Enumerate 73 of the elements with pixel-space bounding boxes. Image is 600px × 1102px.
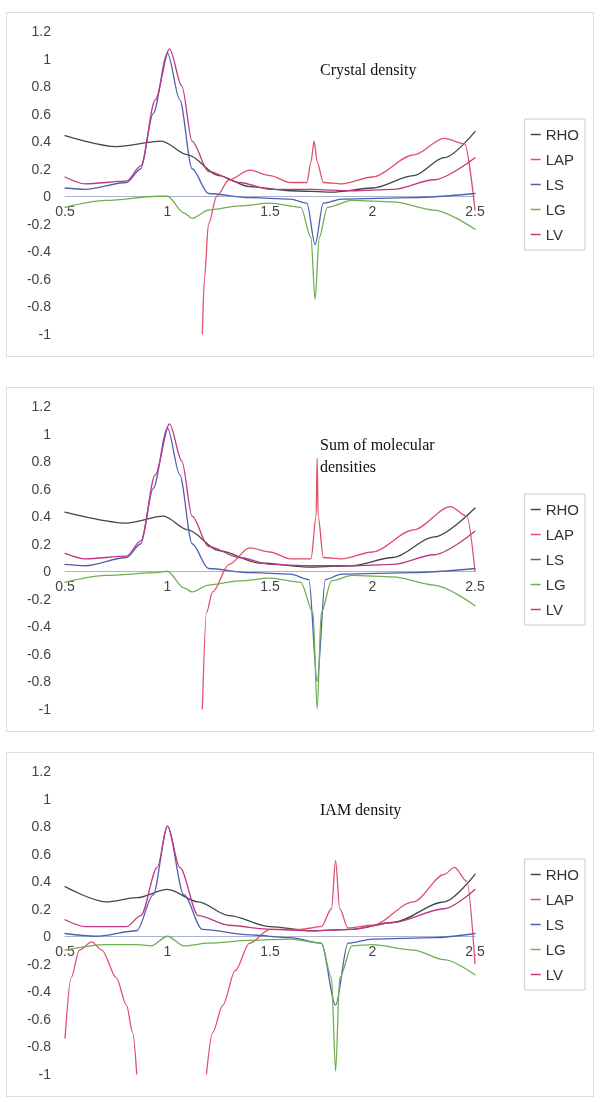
y-tick-label: -1 xyxy=(38,1066,52,1082)
y-tick-label: -0.2 xyxy=(26,955,52,972)
x-tick-label: 1 xyxy=(163,203,172,220)
y-tick-label: -0.2 xyxy=(26,215,52,232)
y-tick-label: 0.8 xyxy=(31,453,52,470)
y-tick-label: 0 xyxy=(43,928,52,945)
y-tick-label: 0 xyxy=(43,188,52,205)
y-tick-label: -0.2 xyxy=(26,590,52,607)
y-tick-label: 0.4 xyxy=(31,133,52,150)
y-tick-label: 1 xyxy=(43,50,52,67)
x-tick-label: 1.5 xyxy=(260,203,280,220)
x-tick-label: 1.5 xyxy=(260,943,280,960)
x-tick-label: 0.5 xyxy=(55,943,75,960)
y-tick-label: 0.6 xyxy=(31,845,52,862)
line-series xyxy=(64,507,476,568)
y-tick-label: -0.8 xyxy=(26,673,52,690)
y-tick-label: 0.4 xyxy=(31,873,52,890)
legend-label: LV xyxy=(545,601,563,618)
legend-label: LV xyxy=(545,226,563,243)
y-tick-label: -1 xyxy=(38,701,52,717)
x-tick-label: 2 xyxy=(368,203,377,220)
y-tick-label: -1 xyxy=(38,326,52,342)
legend-label: LG xyxy=(545,576,566,593)
text: IAM density xyxy=(320,800,402,819)
y-tick-label: 0.2 xyxy=(31,160,52,177)
y-tick-label: 1.2 xyxy=(31,398,52,414)
y-tick-label: 1 xyxy=(43,425,52,442)
legend-label: LAP xyxy=(545,151,575,168)
y-tick-label: 0.8 xyxy=(31,818,52,835)
x-tick-label: 0.5 xyxy=(55,203,75,220)
y-tick-label: 0.6 xyxy=(31,480,52,497)
y-tick-label: 0.6 xyxy=(31,105,52,122)
y-tick-label: -0.4 xyxy=(26,243,52,260)
legend-label: LG xyxy=(545,941,566,958)
y-tick-label: -0.6 xyxy=(26,645,52,662)
y-tick-label: 0.8 xyxy=(31,78,52,95)
text: Sum of molecular densities xyxy=(320,435,439,475)
legend-label: LS xyxy=(545,176,565,193)
x-tick-label: 1.5 xyxy=(260,578,280,595)
x-tick-label: 0.5 xyxy=(55,578,75,595)
x-tick-label: 1 xyxy=(163,943,172,960)
y-tick-label: -0.6 xyxy=(26,270,52,287)
y-tick-label: -0.4 xyxy=(26,618,52,635)
legend-label: RHO xyxy=(545,866,580,883)
x-tick-label: 2.5 xyxy=(465,578,485,595)
legend-label: RHO xyxy=(545,501,580,518)
y-tick-label: -0.8 xyxy=(26,298,52,315)
y-tick-label: 1 xyxy=(43,790,52,807)
legend-label: LV xyxy=(545,966,563,983)
legend-label: LS xyxy=(545,551,565,568)
legend-label: LG xyxy=(545,201,566,218)
x-tick-label: 2 xyxy=(368,578,377,595)
x-tick-label: 1 xyxy=(163,578,172,595)
y-tick-label: 0.4 xyxy=(31,508,52,525)
line-series xyxy=(64,423,476,567)
y-tick-label: -0.8 xyxy=(26,1038,52,1055)
legend-label: LAP xyxy=(545,891,575,908)
y-tick-label: 0 xyxy=(43,563,52,580)
x-tick-label: 2 xyxy=(368,943,377,960)
y-tick-label: -0.6 xyxy=(26,1010,52,1027)
legend-label: RHO xyxy=(545,126,580,143)
line-series xyxy=(64,825,476,932)
x-tick-label: 2.5 xyxy=(465,203,485,220)
legend-label: LAP xyxy=(545,526,575,543)
legend-label: LS xyxy=(545,916,565,933)
y-tick-label: 1.2 xyxy=(31,23,52,39)
line-series xyxy=(64,130,476,193)
y-tick-label: -0.4 xyxy=(26,983,52,1000)
y-tick-label: 0.2 xyxy=(31,535,52,552)
y-tick-label: 0.2 xyxy=(31,900,52,917)
y-tick-label: 1.2 xyxy=(31,763,52,779)
text: Crystal density xyxy=(320,60,417,79)
line-series xyxy=(64,48,476,192)
